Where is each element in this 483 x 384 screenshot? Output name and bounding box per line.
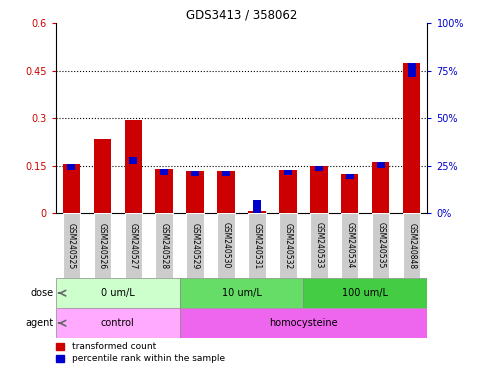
Bar [284,170,292,175]
Bar [129,157,137,164]
Bar [191,171,199,176]
Bar [341,174,358,213]
Text: homocysteine: homocysteine [269,318,338,328]
Bar [56,278,180,308]
Text: control: control [100,318,134,328]
Bar [280,170,297,213]
Bar [62,164,80,213]
Text: GSM240529: GSM240529 [190,223,199,269]
Legend: transformed count, percentile rank within the sample: transformed count, percentile rank withi… [57,343,225,363]
Bar [303,278,427,308]
Text: dose: dose [30,288,53,298]
Text: 0 um/L: 0 um/L [100,288,134,298]
Text: GSM240526: GSM240526 [98,223,107,269]
Text: GSM240527: GSM240527 [128,223,138,269]
Bar [372,162,389,213]
Text: GSM240534: GSM240534 [345,222,355,269]
Bar [186,171,203,213]
Bar [156,213,172,278]
Text: GSM240533: GSM240533 [314,222,324,269]
Bar [315,166,323,171]
Bar [125,213,142,278]
Bar [248,211,266,213]
Text: agent: agent [25,318,53,328]
Bar [67,164,75,170]
Bar [403,63,421,213]
Bar [222,171,230,176]
Text: GSM240528: GSM240528 [159,223,169,269]
Bar [217,213,235,278]
Text: GSM240535: GSM240535 [376,222,385,269]
Bar [372,213,389,278]
Bar [156,169,172,213]
Bar [56,308,180,338]
Text: GSM240848: GSM240848 [408,223,416,269]
Title: GDS3413 / 358062: GDS3413 / 358062 [186,9,297,22]
Text: 10 um/L: 10 um/L [222,288,261,298]
Bar [94,213,111,278]
Text: GSM240532: GSM240532 [284,223,293,269]
Bar [217,171,235,213]
Bar [62,213,80,278]
Bar [180,278,303,308]
Bar [377,162,385,167]
Bar [253,200,261,213]
Bar [160,169,168,175]
Bar [280,213,297,278]
Bar [125,120,142,213]
Bar [248,213,266,278]
Bar [186,213,203,278]
Bar [311,166,327,213]
Bar [346,174,354,179]
Bar [403,213,421,278]
Text: 100 um/L: 100 um/L [342,288,388,298]
Bar [311,213,327,278]
Text: GSM240531: GSM240531 [253,223,261,269]
Bar [94,139,111,213]
Text: GSM240530: GSM240530 [222,222,230,269]
Bar [408,63,416,77]
Bar [180,308,427,338]
Bar [341,213,358,278]
Text: GSM240525: GSM240525 [67,223,75,269]
